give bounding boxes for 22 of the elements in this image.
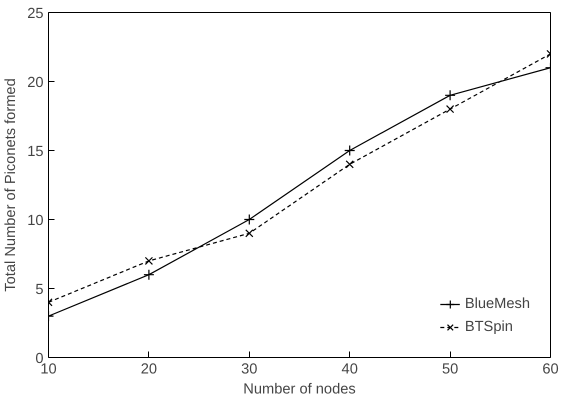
legend-label: BlueMesh [464,296,530,312]
point [444,90,456,101]
y-tick-label: 5 [35,282,44,298]
y-axis-title: Total Number of Piconets formed [3,78,20,292]
point [446,104,454,114]
y-tick-label: 25 [27,6,44,22]
point [245,229,254,238]
x-tick-label: 40 [342,362,358,378]
x-axis-title: Number of nodes [243,382,356,398]
point [346,160,354,168]
point [143,269,154,280]
x-tick-label: 20 [140,362,158,378]
y-tick-label: 20 [27,75,44,91]
point [144,256,154,266]
y-tick-label: 10 [27,213,44,229]
x-tick-label: 50 [442,362,458,378]
x-tick-label: 60 [542,362,559,378]
x-tick-label: 30 [241,362,258,378]
legend-label: BTSpin [464,319,513,335]
point [244,214,255,226]
point [344,144,356,156]
y-tick-label: 15 [27,144,44,160]
